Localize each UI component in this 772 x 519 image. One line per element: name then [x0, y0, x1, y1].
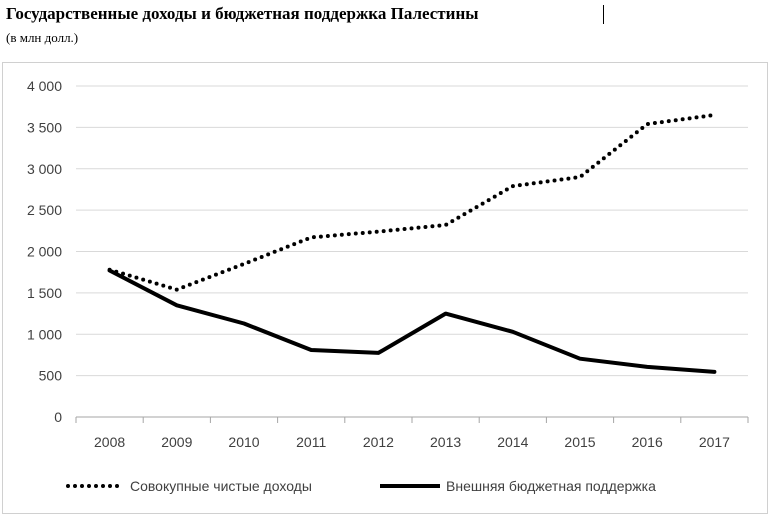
y-tick-label: 4 000 — [27, 78, 62, 94]
x-tick-label: 2014 — [497, 434, 528, 450]
series-line-2 — [107, 268, 717, 374]
y-tick-label: 0 — [54, 409, 62, 425]
y-tick-label: 500 — [39, 368, 63, 384]
x-tick-label: 2015 — [564, 434, 595, 450]
series-lines — [107, 113, 717, 374]
x-tick-label: 2017 — [699, 434, 730, 450]
chart-frame — [2, 62, 768, 514]
gridlines — [76, 85, 748, 377]
x-tick-labels: 2008 2009 2010 2011 2012 2013 2014 2015 2016 2017 — [94, 434, 730, 450]
y-tick-label: 3 500 — [27, 119, 62, 135]
y-tick-labels: 0 500 1 000 1 500 2 000 2 500 3 000 3 500 4 000 — [27, 78, 62, 425]
x-tick-label: 2011 — [296, 434, 326, 450]
x-tick-label: 2008 — [94, 434, 125, 450]
chart-title: Государственные доходы и бюджетная подде… — [6, 4, 479, 23]
y-tick-label: 2 500 — [27, 202, 62, 218]
text-cursor — [603, 5, 604, 24]
y-tick-label: 1 500 — [27, 285, 62, 301]
y-tick-label: 3 000 — [27, 161, 62, 177]
x-tick-label: 2013 — [430, 434, 461, 450]
x-tick-label: 2009 — [161, 434, 192, 450]
chart-subtitle: (в млн долл.) — [6, 30, 79, 45]
axes — [75, 416, 749, 423]
y-tick-label: 1 000 — [27, 326, 62, 342]
legend: Совокупные чистые доходы Внешняя бюджетна… — [66, 478, 656, 494]
series-line-1 — [107, 113, 717, 292]
y-tick-label: 2 000 — [27, 244, 62, 260]
legend-label: Внешняя бюджетная поддержка — [446, 478, 656, 494]
x-tick-label: 2016 — [632, 434, 663, 450]
x-tick-label: 2010 — [228, 434, 259, 450]
x-tick-label: 2012 — [363, 434, 394, 450]
legend-label: Совокупные чистые доходы — [130, 478, 312, 494]
